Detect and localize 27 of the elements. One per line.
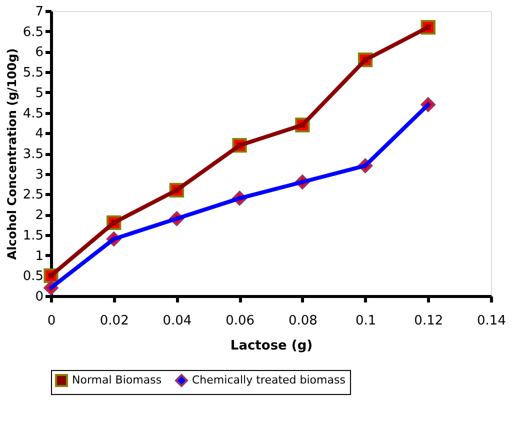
y-tick-label: 2.5: [22, 188, 44, 203]
y-tick-label: 6.5: [22, 24, 44, 40]
y-tick-label: 3.5: [22, 147, 44, 162]
x-tick-label: 0.14: [477, 314, 506, 328]
x-axis-title: Lactose (g): [230, 338, 313, 354]
y-axis-title: Alcohol Concentration (g/100g): [4, 48, 19, 260]
x-tick-label: 0.08: [288, 314, 318, 328]
x-tick-label: 0.12: [414, 314, 444, 328]
y-tick-label: 1.5: [22, 228, 44, 244]
y-tick-label: 0.5: [22, 269, 44, 284]
x-tick-label: 0.06: [226, 314, 255, 328]
x-tick-label: 0.04: [162, 314, 192, 328]
y-tick-label: 4.5: [22, 106, 44, 122]
legend-label: Normal Biomass: [72, 374, 162, 387]
y-tick-label: 5.5: [22, 66, 44, 81]
y-tick-label: 6: [35, 45, 44, 60]
y-tick-label: 4: [35, 126, 44, 142]
x-tick-label: 0.1: [355, 314, 376, 328]
y-tick-label: 7: [35, 4, 44, 20]
legend-label: Chemically treated biomass: [192, 374, 346, 387]
y-tick-label: 3: [35, 167, 44, 182]
y-tick-label: 2: [35, 208, 44, 224]
y-tick-label: 0: [35, 290, 44, 304]
y-tick-label: 1: [35, 248, 44, 264]
y-tick-label: 5: [35, 86, 44, 101]
x-tick-label: 0: [47, 314, 56, 328]
x-tick-label: 0.02: [100, 314, 129, 328]
